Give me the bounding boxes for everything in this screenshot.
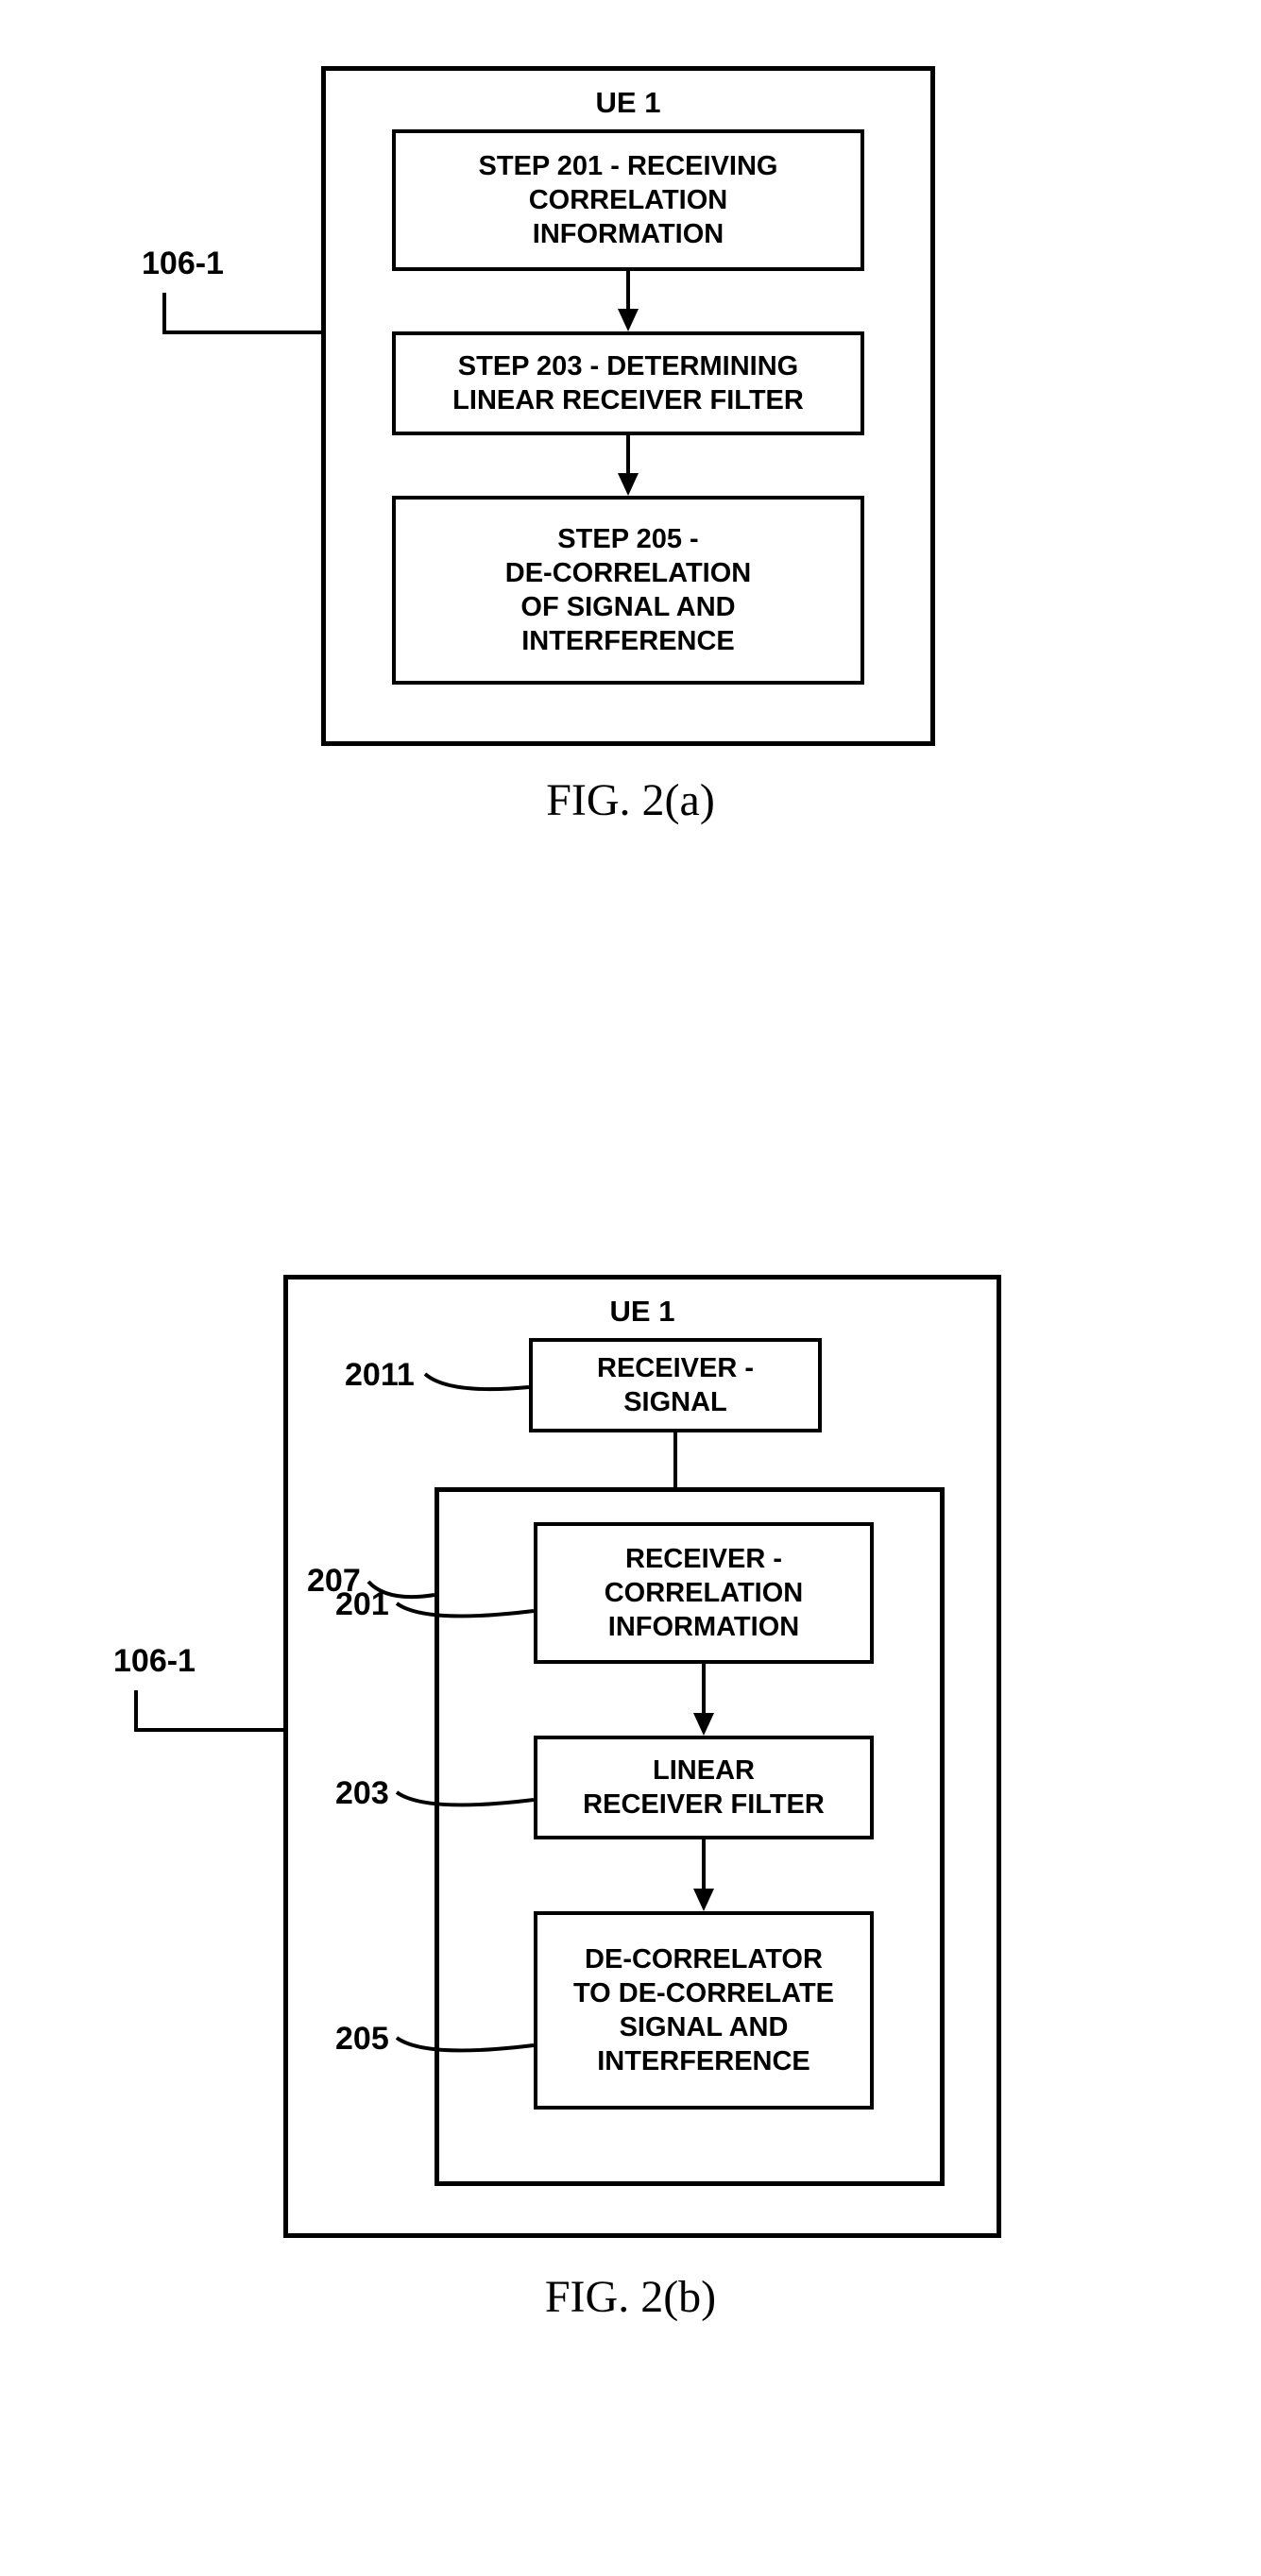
page-root: 106-1 UE 1 STEP 201 - RECEIVING CORRELAT… <box>0 0 1261 2576</box>
arrow-203-205-a <box>623 435 633 496</box>
ref-106-1-a-line <box>162 293 166 330</box>
caption-2b: FIG. 2(b) <box>0 2271 1261 2323</box>
ref-203-leader <box>397 1792 534 1821</box>
ref-106-1-b: 106-1 <box>113 1643 196 1680</box>
step-203-a: STEP 203 - DETERMINING LINEAR RECEIVER F… <box>392 331 864 435</box>
box-201-text: RECEIVER - CORRELATION INFORMATION <box>605 1542 804 1645</box>
ref-205-leader <box>397 2038 534 2066</box>
ref-203: 203 <box>335 1775 389 1812</box>
ref-201: 201 <box>335 1586 389 1623</box>
step-201-a-text: STEP 201 - RECEIVING CORRELATION INFORMA… <box>479 149 778 252</box>
figure-2b: 106-1 UE 1 2011 RECEIVER - SIGNAL 207 <box>0 1275 1261 2502</box>
box-203: LINEAR RECEIVER FILTER <box>534 1736 874 1839</box>
step-205-a: STEP 205 - DE-CORRELATION OF SIGNAL AND … <box>392 496 864 685</box>
arrow-201-203-a <box>623 271 633 331</box>
step-203-a-text: STEP 203 - DETERMINING LINEAR RECEIVER F… <box>452 349 804 418</box>
arrow-203-205-b <box>699 1839 708 1911</box>
box-201: RECEIVER - CORRELATION INFORMATION <box>534 1522 874 1664</box>
ref-106-1-b-line2 <box>134 1728 283 1732</box>
ue-title-a: UE 1 <box>326 86 930 120</box>
outer-box-a: UE 1 STEP 201 - RECEIVING CORRELATION IN… <box>321 66 935 746</box>
arrow-201-203-b <box>699 1664 708 1736</box>
box-2011-text: RECEIVER - SIGNAL <box>597 1351 754 1420</box>
ue-title-b: UE 1 <box>288 1295 997 1329</box>
figure-2a: 106-1 UE 1 STEP 201 - RECEIVING CORRELAT… <box>0 66 1261 916</box>
inner-box-b: 201 RECEIVER - CORRELATION INFORMATION 2… <box>435 1487 945 2186</box>
step-201-a: STEP 201 - RECEIVING CORRELATION INFORMA… <box>392 129 864 271</box>
caption-2a: FIG. 2(a) <box>0 774 1261 826</box>
ref-201-leader <box>397 1603 534 1632</box>
ref-106-1-a: 106-1 <box>142 246 224 282</box>
ref-2011: 2011 <box>345 1357 415 1394</box>
box-205: DE-CORRELATOR TO DE-CORRELATE SIGNAL AND… <box>534 1911 874 2110</box>
box-2011: RECEIVER - SIGNAL <box>529 1338 822 1432</box>
outer-box-b: UE 1 2011 RECEIVER - SIGNAL 207 <box>283 1275 1001 2238</box>
step-205-a-text: STEP 205 - DE-CORRELATION OF SIGNAL AND … <box>505 522 751 659</box>
ref-106-1-b-line <box>134 1690 138 1728</box>
ref-205: 205 <box>335 2021 389 2058</box>
ref-106-1-a-line2 <box>162 330 321 334</box>
box-205-text: DE-CORRELATOR TO DE-CORRELATE SIGNAL AND… <box>573 1942 834 2079</box>
ref-2011-leader <box>425 1374 529 1402</box>
box-203-text: LINEAR RECEIVER FILTER <box>583 1754 825 1822</box>
